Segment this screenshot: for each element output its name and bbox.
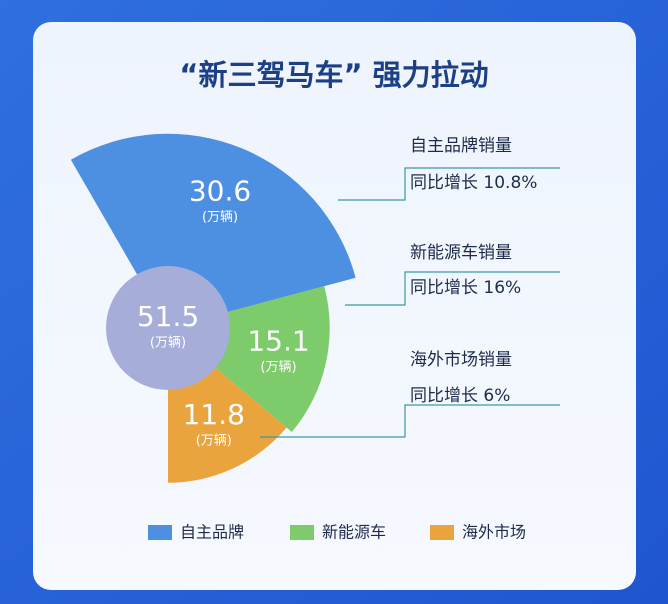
legend-swatch <box>148 525 172 540</box>
unit-label: (万辆) <box>202 210 238 225</box>
total-label: 51.5 <box>137 300 199 333</box>
legend-swatch <box>290 525 314 540</box>
total-circle <box>106 266 230 390</box>
annotation-title: 自主品牌销量 <box>410 136 512 156</box>
unit-label: (万辆) <box>260 360 296 375</box>
legend-label: 新能源车 <box>322 523 386 542</box>
chart-title: “新三驾马车” 强力拉动 <box>179 58 488 92</box>
value-label: 15.1 <box>247 325 309 358</box>
annotation-line <box>338 167 560 201</box>
legend-label: 海外市场 <box>462 523 526 542</box>
annotation-title: 新能源车销量 <box>410 243 512 263</box>
annotation-line <box>345 271 560 306</box>
unit-label: (万辆) <box>150 336 186 351</box>
value-label: 11.8 <box>183 398 245 431</box>
legend-swatch <box>430 525 454 540</box>
value-label: 30.6 <box>189 174 251 207</box>
annotation-line <box>260 404 560 438</box>
annotation-text: 同比增长 10.8% <box>410 173 537 193</box>
annotation-text: 同比增长 6% <box>410 386 510 406</box>
unit-label: (万辆) <box>196 434 232 449</box>
legend-label: 自主品牌 <box>180 523 244 542</box>
annotation-text: 同比增长 16% <box>410 278 521 298</box>
annotation-title: 海外市场销量 <box>410 350 512 370</box>
